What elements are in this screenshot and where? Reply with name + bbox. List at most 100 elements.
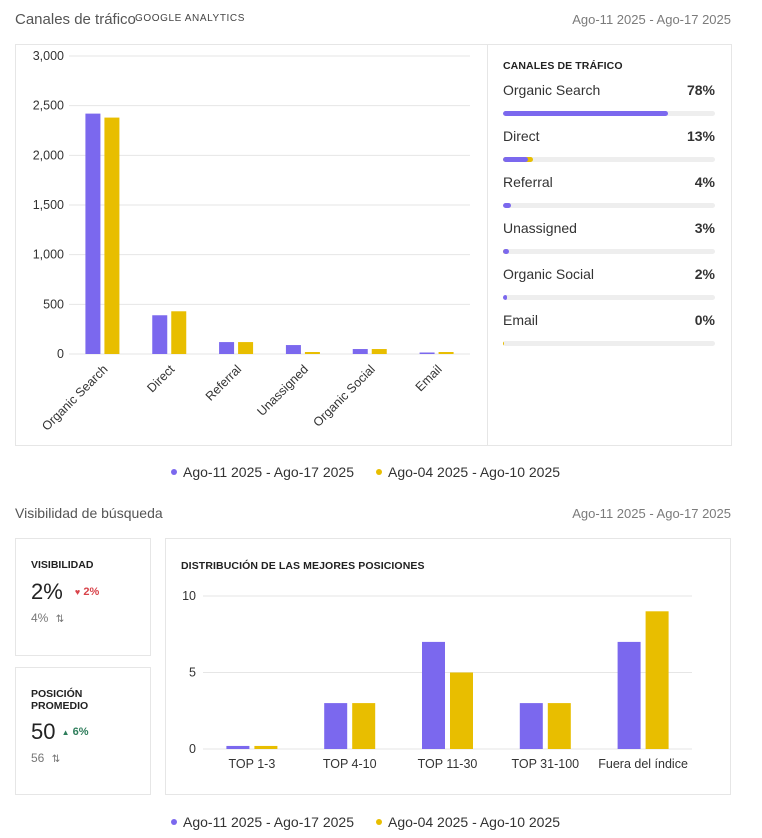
- channel-progress-track: [503, 203, 715, 208]
- bar-current: [617, 641, 641, 749]
- x-category-label: Fuera del índice: [598, 757, 688, 771]
- channel-progress-current: [503, 111, 669, 116]
- legend-item-previous[interactable]: Ago-04 2025 - Ago-10 2025: [376, 464, 560, 480]
- channel-pct: 0%: [694, 312, 715, 328]
- y-tick-label: 2,000: [33, 148, 64, 162]
- bar-current: [519, 703, 543, 749]
- legend-dot-yellow: [376, 469, 382, 475]
- x-category-label: Organic Search: [39, 362, 110, 433]
- y-tick-label: 1,000: [33, 248, 64, 262]
- channel-pct: 78%: [686, 82, 715, 98]
- bar-current: [352, 349, 368, 354]
- position-delta-value: 6%: [72, 726, 89, 738]
- bar-previous: [438, 352, 454, 354]
- channel-progress-previous: [503, 341, 505, 346]
- bar-current: [422, 641, 445, 749]
- bar-previous: [352, 703, 376, 749]
- triangle-up-icon: ▲: [61, 728, 70, 737]
- channel-progress-current: [503, 203, 512, 208]
- visibility-section-title: Visibilidad de búsqueda: [15, 505, 163, 521]
- legend-dot-purple: [171, 469, 177, 475]
- position-heading: POSICIÓN PROMEDIO: [31, 688, 89, 712]
- bar-previous: [104, 117, 120, 354]
- google-analytics-badge: GOOGLE ANALYTICS: [135, 13, 246, 24]
- bar-previous: [547, 703, 571, 749]
- bar-current: [85, 113, 101, 354]
- x-category-label: Direct: [144, 362, 177, 395]
- position-previous: 56: [31, 751, 45, 765]
- bar-previous: [304, 352, 320, 354]
- traffic-date-range[interactable]: Ago-11 2025 - Ago-17 2025: [572, 12, 731, 27]
- x-category-label: Unassigned: [254, 362, 311, 419]
- legend-label: Ago-04 2025 - Ago-10 2025: [388, 814, 561, 830]
- position-value: 50: [31, 719, 56, 744]
- visibility-date-range[interactable]: Ago-11 2025 - Ago-17 2025: [572, 506, 731, 521]
- traffic-section-title: Canales de tráfico: [15, 11, 136, 28]
- channel-progress-track: [503, 341, 715, 346]
- y-tick-label: 0: [189, 742, 196, 756]
- channel-name: Email: [503, 312, 539, 328]
- channel-progress-track: [503, 157, 715, 162]
- channel-progress-current: [503, 249, 510, 254]
- channel-name: Organic Search: [503, 82, 601, 98]
- visibility-value: 2%: [31, 579, 63, 604]
- bar-current: [226, 745, 250, 749]
- legend-label: Ago-11 2025 - Ago-17 2025: [183, 814, 354, 830]
- bar-previous: [450, 672, 473, 749]
- distribution-bar-chart: 10 5 0 TOP 1-3 TOP 4-10 TOP 11-30 TOP 31-100 Fu…: [182, 589, 692, 771]
- x-category-label: Organic Social: [310, 362, 377, 429]
- y-tick-label: 10: [182, 589, 196, 603]
- channel-name: Direct: [503, 128, 540, 144]
- traffic-card: 3,000 2,500 2,000 1,500 1,000 500 0 Organic Sea…: [15, 44, 732, 446]
- y-tick-label: 2,500: [33, 99, 64, 113]
- x-category-label: Email: [413, 362, 445, 394]
- x-category-label: TOP 31-100: [511, 757, 579, 771]
- x-category-label: Referral: [203, 362, 244, 403]
- distribution-card: DISTRIBUCIÓN DE LAS MEJORES POSICIONES 1…: [165, 538, 731, 795]
- channel-name: Unassigned: [503, 220, 577, 236]
- visibility-previous-row: 4% ⇅: [31, 611, 64, 625]
- legend-dot-purple: [171, 819, 177, 825]
- channel-progress-track: [503, 249, 715, 254]
- swap-icon: ⇅: [51, 754, 61, 765]
- channel-pct: 2%: [694, 266, 715, 282]
- visibility-value-row: 2% ♥ 2%: [31, 579, 99, 605]
- visibility-delta-value: 2%: [83, 586, 100, 598]
- channel-name: Referral: [503, 174, 553, 190]
- channel-pct: 4%: [694, 174, 715, 190]
- bar-current: [219, 342, 235, 354]
- heart-down-icon: ♥: [74, 587, 81, 597]
- x-category-label: TOP 4-10: [323, 757, 377, 771]
- bar-previous: [254, 745, 278, 749]
- channel-progress-current: [503, 295, 508, 300]
- bar-current: [152, 315, 168, 354]
- channel-progress-track: [503, 111, 715, 116]
- x-category-label: TOP 11-30: [418, 757, 478, 771]
- bar-current: [285, 345, 301, 354]
- visibility-card: VISIBILIDAD 2% ♥ 2% 4% ⇅: [15, 538, 151, 656]
- swap-icon: ⇅: [55, 614, 65, 625]
- legend-item-current[interactable]: Ago-11 2025 - Ago-17 2025: [171, 464, 354, 480]
- channel-progress-track: [503, 295, 715, 300]
- visibility-legend: Ago-11 2025 - Ago-17 2025 Ago-04 2025 - …: [171, 814, 560, 830]
- bar-current: [324, 703, 348, 749]
- traffic-legend: Ago-11 2025 - Ago-17 2025 Ago-04 2025 - …: [171, 464, 560, 480]
- position-card: POSICIÓN PROMEDIO 50 ▲ 6% 56 ⇅: [15, 667, 151, 795]
- y-tick-label: 1,500: [33, 198, 64, 212]
- y-tick-label: 0: [57, 347, 64, 361]
- y-tick-label: 500: [43, 297, 64, 311]
- bar-previous: [371, 349, 387, 354]
- distribution-heading: DISTRIBUCIÓN DE LAS MEJORES POSICIONES: [181, 560, 425, 572]
- bar-current: [419, 352, 435, 354]
- legend-label: Ago-11 2025 - Ago-17 2025: [183, 464, 354, 480]
- channel-name: Organic Social: [503, 266, 595, 282]
- channel-progress-current: [503, 157, 529, 162]
- channels-panel-heading: CANALES DE TRÁFICO: [503, 60, 623, 72]
- legend-item-current[interactable]: Ago-11 2025 - Ago-17 2025: [171, 814, 354, 830]
- legend-item-previous[interactable]: Ago-04 2025 - Ago-10 2025: [376, 814, 560, 830]
- y-tick-label: 5: [189, 666, 196, 680]
- visibility-delta: ♥ 2%: [75, 586, 99, 598]
- bar-previous: [171, 311, 187, 354]
- position-delta: ▲ 6%: [62, 726, 89, 738]
